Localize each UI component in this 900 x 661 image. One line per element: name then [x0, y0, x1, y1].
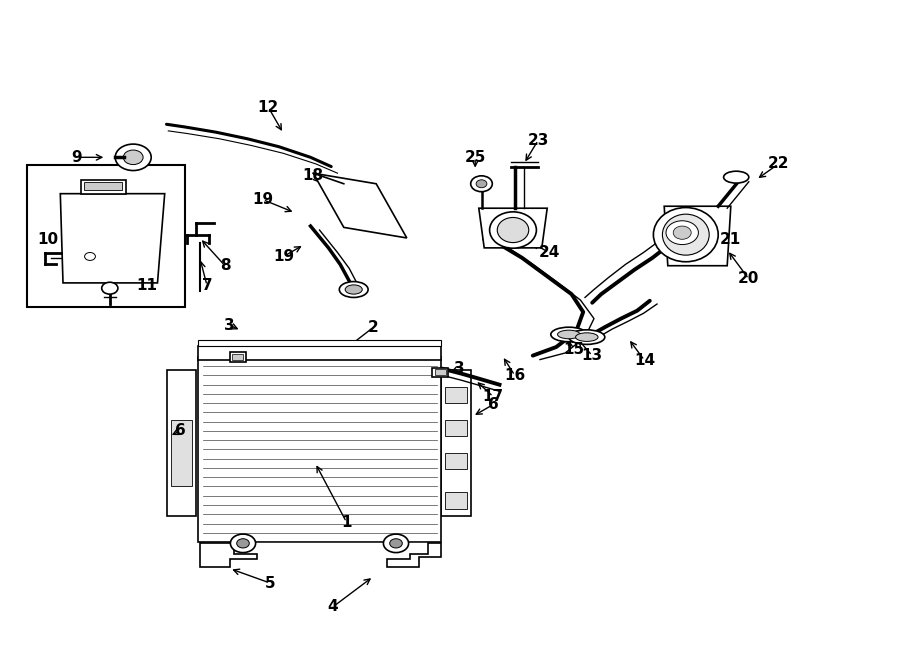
Text: 3: 3: [224, 318, 235, 332]
Text: 16: 16: [504, 368, 526, 383]
Text: 7: 7: [202, 278, 212, 293]
Circle shape: [230, 534, 256, 553]
Bar: [432, 368, 448, 377]
Bar: [27, 165, 184, 307]
Text: 2: 2: [368, 320, 379, 334]
Text: 17: 17: [482, 389, 504, 404]
Text: 19: 19: [273, 249, 294, 264]
Bar: [445, 453, 467, 469]
Text: 5: 5: [265, 576, 275, 590]
Text: 15: 15: [563, 342, 585, 356]
Polygon shape: [479, 208, 547, 248]
Bar: [445, 387, 467, 403]
Ellipse shape: [497, 217, 529, 243]
Ellipse shape: [345, 285, 362, 294]
Text: 22: 22: [768, 157, 789, 171]
Text: 12: 12: [257, 100, 279, 114]
Text: 3: 3: [454, 362, 464, 376]
Ellipse shape: [653, 208, 718, 262]
Polygon shape: [313, 173, 407, 238]
Text: 14: 14: [634, 353, 655, 368]
Bar: [166, 370, 196, 516]
Text: 6: 6: [488, 397, 499, 412]
Text: 19: 19: [252, 192, 274, 207]
Text: 18: 18: [302, 168, 324, 182]
Circle shape: [123, 150, 143, 165]
Polygon shape: [200, 543, 256, 567]
Ellipse shape: [576, 333, 598, 341]
Circle shape: [471, 176, 492, 192]
Ellipse shape: [339, 282, 368, 297]
Text: 11: 11: [136, 278, 158, 293]
Bar: [171, 420, 192, 486]
Text: 24: 24: [538, 245, 560, 260]
Polygon shape: [664, 206, 731, 266]
Text: 1: 1: [341, 515, 352, 529]
Text: 4: 4: [328, 600, 338, 614]
Bar: [198, 340, 441, 346]
Circle shape: [85, 253, 95, 260]
Circle shape: [237, 539, 249, 548]
Ellipse shape: [662, 214, 709, 255]
Bar: [232, 354, 243, 360]
Ellipse shape: [557, 330, 580, 338]
Bar: [84, 182, 122, 190]
Circle shape: [476, 180, 487, 188]
Bar: [198, 346, 441, 360]
Bar: [445, 492, 467, 509]
Circle shape: [390, 539, 402, 548]
Ellipse shape: [551, 327, 587, 342]
Bar: [81, 180, 126, 194]
Text: 6: 6: [175, 424, 185, 438]
Text: 9: 9: [71, 150, 82, 165]
Polygon shape: [387, 543, 441, 567]
Text: 8: 8: [220, 258, 230, 273]
Polygon shape: [60, 194, 165, 283]
Text: 25: 25: [464, 150, 486, 165]
Ellipse shape: [490, 212, 536, 249]
Bar: [230, 352, 246, 362]
Circle shape: [673, 226, 691, 239]
Bar: [445, 420, 467, 436]
Text: 23: 23: [527, 133, 549, 147]
Circle shape: [115, 144, 151, 171]
Circle shape: [102, 282, 118, 294]
Bar: [435, 369, 446, 375]
Bar: [441, 370, 471, 516]
Text: 10: 10: [37, 232, 58, 247]
Bar: [198, 357, 441, 542]
Ellipse shape: [569, 330, 605, 344]
Text: 13: 13: [581, 348, 603, 363]
Ellipse shape: [724, 171, 749, 183]
Circle shape: [666, 221, 698, 245]
Circle shape: [383, 534, 409, 553]
Text: 21: 21: [720, 232, 742, 247]
Text: 20: 20: [738, 272, 760, 286]
